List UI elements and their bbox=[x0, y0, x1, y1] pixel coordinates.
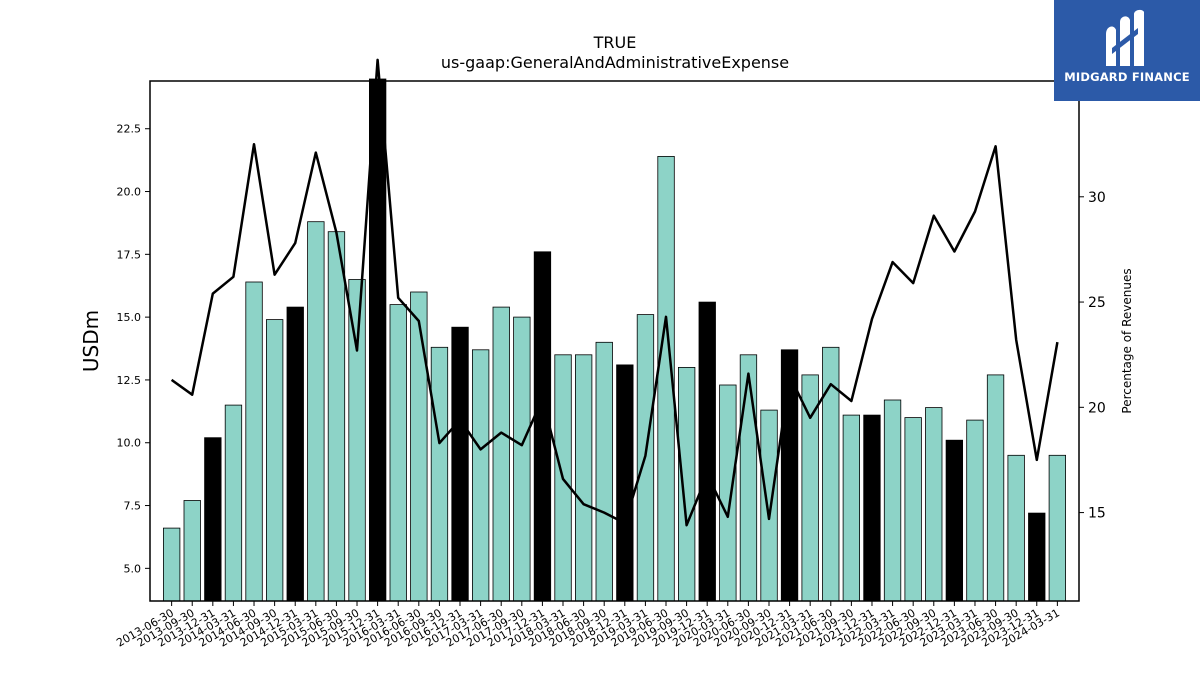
bar bbox=[348, 279, 366, 602]
bar bbox=[678, 366, 696, 602]
y-tick-label: 10.0 bbox=[117, 437, 142, 450]
y-tick-label: 12.5 bbox=[117, 374, 142, 387]
plot-frame bbox=[149, 80, 1080, 602]
y2-tick-label: 30 bbox=[1088, 190, 1106, 206]
y-tick-label: 22.5 bbox=[117, 123, 142, 136]
bar bbox=[389, 304, 407, 602]
bar bbox=[492, 306, 510, 602]
bar bbox=[1028, 512, 1046, 602]
bar bbox=[245, 281, 263, 602]
bar bbox=[698, 301, 716, 602]
bar bbox=[286, 306, 304, 602]
y-axis-label: USDm bbox=[79, 310, 103, 372]
bar bbox=[842, 414, 860, 602]
bar bbox=[883, 399, 902, 602]
y2-tick-label: 25 bbox=[1088, 295, 1106, 311]
x-axis: 2013-06-302013-09-302013-12-312014-03-31… bbox=[114, 601, 1062, 650]
bar bbox=[410, 291, 428, 602]
bar bbox=[986, 374, 1005, 602]
line-path bbox=[170, 58, 1059, 527]
y2-axis: 1520253035 bbox=[1079, 85, 1106, 522]
chart-subtitle: us-gaap:GeneralAndAdministrativeExpense bbox=[441, 53, 789, 72]
y-tick-label: 5.0 bbox=[124, 562, 142, 575]
y2-tick-label: 20 bbox=[1088, 400, 1106, 416]
bar bbox=[327, 231, 346, 602]
bar bbox=[307, 221, 325, 602]
bar bbox=[616, 364, 634, 602]
y-tick-label: 20.0 bbox=[117, 186, 142, 199]
brand-name: MIDGARD FINANCE bbox=[1064, 70, 1190, 84]
bar bbox=[204, 437, 222, 602]
logo-icon bbox=[1106, 9, 1144, 66]
bar bbox=[183, 500, 201, 602]
y-axis: 5.0 7.5 10.0 12.5 15.0 17.5 20.0 22.5 bbox=[117, 123, 150, 575]
y-tick-label: 7.5 bbox=[124, 500, 142, 513]
bar bbox=[1007, 454, 1025, 602]
bar bbox=[513, 316, 531, 602]
bar bbox=[760, 409, 778, 602]
bar-series bbox=[162, 78, 1066, 602]
bar bbox=[575, 354, 593, 602]
bar bbox=[739, 354, 758, 602]
y-tick-label: 15.0 bbox=[117, 311, 142, 324]
bar bbox=[162, 527, 181, 602]
bar bbox=[1048, 454, 1066, 602]
bar bbox=[719, 384, 737, 602]
chart-title: TRUE bbox=[593, 33, 637, 52]
bar bbox=[925, 407, 943, 602]
bar bbox=[265, 319, 284, 602]
bar bbox=[430, 346, 449, 602]
bar bbox=[451, 326, 469, 602]
bar bbox=[945, 439, 963, 602]
y2-axis-label: Percentage of Revenues bbox=[1120, 268, 1134, 413]
bar bbox=[224, 404, 243, 602]
bar bbox=[471, 349, 490, 602]
bar bbox=[595, 341, 613, 602]
bar bbox=[966, 419, 984, 602]
y-tick-label: 17.5 bbox=[117, 248, 142, 261]
brand-logo: MIDGARD FINANCE bbox=[1054, 0, 1200, 101]
bar bbox=[904, 417, 922, 602]
line-series bbox=[170, 58, 1059, 527]
y2-tick-label: 15 bbox=[1088, 506, 1106, 522]
bar bbox=[863, 414, 881, 602]
